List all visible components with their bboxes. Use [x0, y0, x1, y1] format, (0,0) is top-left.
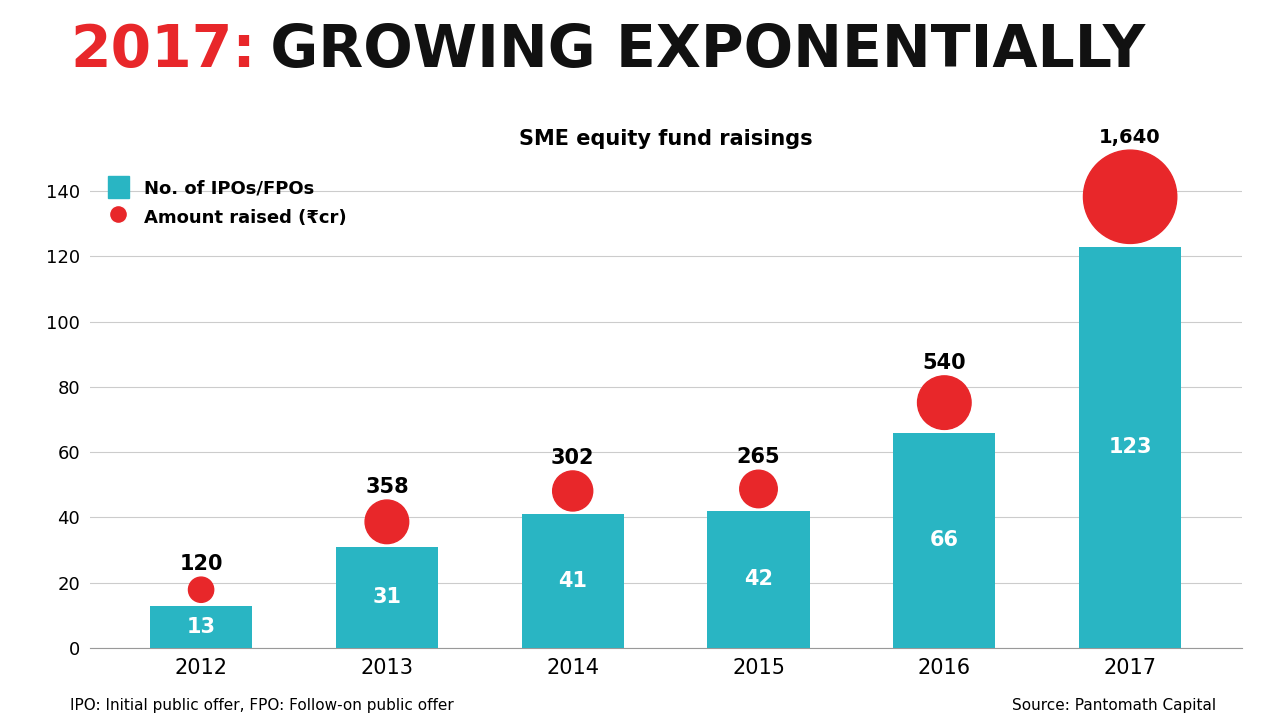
- Point: [376, 516, 397, 528]
- Text: IPO: Initial public offer, FPO: Follow-on public offer: IPO: Initial public offer, FPO: Follow-o…: [70, 698, 454, 713]
- Bar: [335, 546, 438, 648]
- Point: [1120, 191, 1140, 202]
- Bar: [708, 511, 810, 648]
- Text: 540: 540: [923, 353, 966, 373]
- Point: [749, 483, 769, 495]
- Point: [562, 485, 582, 497]
- Text: 66: 66: [929, 531, 959, 550]
- Text: 42: 42: [744, 570, 773, 590]
- Bar: [150, 606, 252, 648]
- Text: 41: 41: [558, 571, 588, 591]
- Point: [934, 397, 955, 408]
- Text: 302: 302: [550, 448, 594, 468]
- Title: SME equity fund raisings: SME equity fund raisings: [518, 128, 813, 148]
- Point: [191, 584, 211, 595]
- Legend: No. of IPOs/FPOs, Amount raised (₹cr): No. of IPOs/FPOs, Amount raised (₹cr): [99, 168, 356, 237]
- Text: 1,640: 1,640: [1100, 128, 1161, 147]
- Text: 2017:: 2017:: [70, 22, 256, 78]
- Text: 13: 13: [187, 617, 215, 636]
- Text: 120: 120: [179, 554, 223, 574]
- Text: GROWING EXPONENTIALLY: GROWING EXPONENTIALLY: [250, 22, 1144, 78]
- Bar: [893, 433, 996, 648]
- Text: 31: 31: [372, 588, 402, 608]
- Text: Source: Pantomath Capital: Source: Pantomath Capital: [1012, 698, 1216, 713]
- Text: 358: 358: [365, 477, 408, 497]
- Text: 265: 265: [737, 447, 781, 467]
- Bar: [1079, 246, 1181, 648]
- Text: 123: 123: [1108, 437, 1152, 457]
- Bar: [522, 514, 623, 648]
